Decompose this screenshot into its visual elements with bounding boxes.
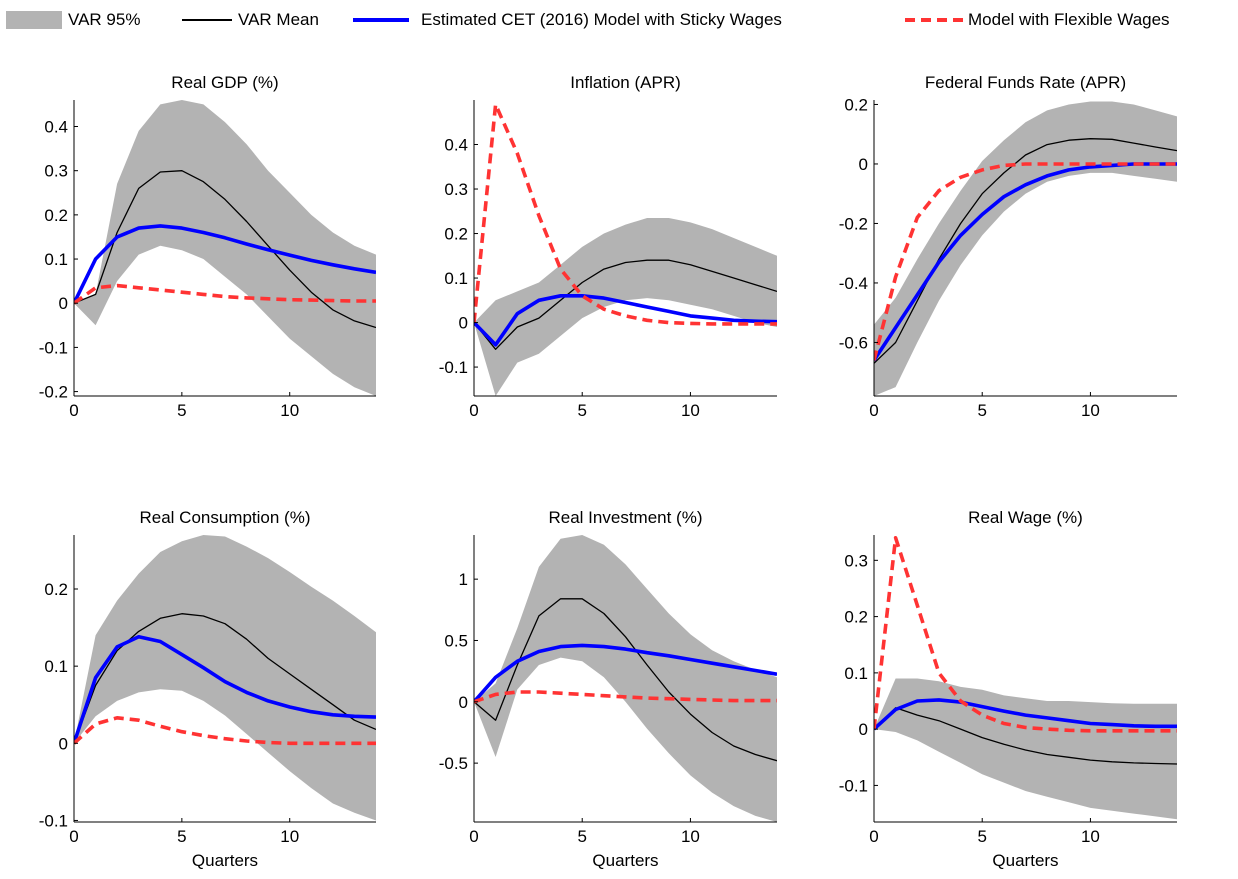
legend-item-flexible: Model with Flexible Wages (905, 9, 1170, 31)
y-tick-label: -0.1 (39, 338, 68, 357)
var95-band (874, 678, 1177, 820)
x-tick-label: 10 (1081, 827, 1100, 846)
y-tick-label: 0.1 (44, 657, 68, 676)
panel-4: 0 5 10 -0.5 0 0.5 1 Real Investment (%) Quarters (439, 508, 777, 870)
panel-0: 0 5 10 -0.2 -0.1 0 0.1 0.2 0.3 0.4 Real GDP (%) (39, 73, 376, 420)
flexible-line (874, 535, 1177, 733)
flexible-line (874, 162, 1177, 361)
y-tick-label: 0.4 (44, 118, 68, 137)
x-tick-label: 10 (280, 827, 299, 846)
panel-title: Real Consumption (%) (139, 508, 310, 527)
x-tick-label: 0 (469, 401, 478, 420)
x-tick-label: 5 (977, 401, 986, 420)
legend-label-sticky: Estimated CET (2016) Model with Sticky W… (421, 10, 782, 29)
x-tick-label: 0 (69, 827, 78, 846)
legend-label-var95: VAR 95% (68, 10, 141, 29)
y-tick-label: 1 (459, 570, 468, 589)
var-mean-line (874, 707, 1177, 765)
y-tick-label: 0.3 (844, 551, 868, 570)
panel-title: Federal Funds Rate (APR) (925, 73, 1126, 92)
panel-5: 0 5 10 -0.1 0 0.1 0.2 0.3 Real Wage (%) Quarters (839, 508, 1177, 870)
flexible-line (74, 283, 376, 305)
y-tick-label: -0.2 (39, 383, 68, 402)
y-tick-label: 0 (59, 734, 68, 753)
var-mean-line (474, 259, 777, 350)
flexible-line (74, 715, 376, 746)
y-tick-label: 0 (459, 693, 468, 712)
y-tick-label: -0.2 (839, 214, 868, 233)
sticky-line (474, 643, 777, 703)
y-tick-label: 0.3 (444, 180, 468, 199)
x-tick-label: 5 (577, 401, 586, 420)
panel-1: 0 5 10 -0.1 0 0.1 0.2 0.3 0.4 Inflation (APR) (439, 73, 777, 420)
var-mean-swatch (182, 19, 232, 21)
y-tick-label: 0 (59, 294, 68, 313)
x-axis-label: Quarters (192, 851, 258, 870)
y-tick-label: -0.5 (439, 754, 468, 773)
y-tick-label: -0.1 (839, 776, 868, 795)
y-tick-label: 0.2 (844, 95, 868, 114)
x-tick-label: 5 (177, 827, 186, 846)
var95-band (874, 101, 1177, 396)
legend-item-var-mean: VAR Mean (182, 9, 319, 31)
y-tick-label: 0.3 (44, 162, 68, 181)
var95-band (474, 535, 777, 822)
panel-title: Real Wage (%) (968, 508, 1083, 527)
legend-label-flexible: Model with Flexible Wages (968, 10, 1170, 29)
panel-title: Real Investment (%) (549, 508, 703, 527)
sticky-line (74, 634, 376, 744)
y-tick-label: 0.1 (44, 250, 68, 269)
x-tick-label: 10 (1081, 401, 1100, 420)
band-swatch (6, 11, 62, 29)
x-tick-label: 0 (69, 401, 78, 420)
sticky-line (74, 224, 376, 304)
flexible-line (474, 690, 777, 704)
y-tick-label: 0.1 (844, 664, 868, 683)
var95-band (474, 218, 777, 396)
y-tick-label: 0 (859, 720, 868, 739)
y-tick-label: 0.1 (444, 269, 468, 288)
var-mean-line (474, 598, 777, 762)
panel-title: Real GDP (%) (171, 73, 278, 92)
flexible-line (474, 102, 777, 326)
y-tick-label: 0.2 (844, 608, 868, 627)
x-tick-label: 5 (177, 401, 186, 420)
sticky-swatch (353, 18, 409, 22)
sticky-line (874, 698, 1177, 731)
var95-band (74, 535, 376, 821)
var95-band (74, 100, 376, 396)
y-tick-label: -0.1 (39, 811, 68, 830)
x-tick-label: 10 (681, 401, 700, 420)
x-tick-label: 10 (280, 401, 299, 420)
flexible-swatch (905, 18, 963, 22)
legend-item-sticky: Estimated CET (2016) Model with Sticky W… (353, 9, 782, 31)
y-tick-label: -0.4 (839, 274, 868, 293)
y-tick-label: 0.2 (44, 580, 68, 599)
x-tick-label: 5 (577, 827, 586, 846)
y-tick-label: 0 (859, 155, 868, 174)
y-tick-label: 0.2 (444, 225, 468, 244)
y-tick-label: 0.2 (44, 206, 68, 225)
x-axis-label: Quarters (592, 851, 658, 870)
x-tick-label: 0 (469, 827, 478, 846)
y-tick-label: -0.6 (839, 333, 868, 352)
x-tick-label: 0 (869, 827, 878, 846)
y-tick-label: 0.5 (444, 631, 468, 650)
panel-title: Inflation (APR) (570, 73, 681, 92)
x-tick-label: 5 (977, 827, 986, 846)
x-tick-label: 10 (681, 827, 700, 846)
x-tick-label: 0 (869, 401, 878, 420)
legend: VAR 95% VAR Mean Estimated CET (2016) Mo… (0, 0, 1238, 40)
sticky-line (474, 293, 777, 347)
panel-2: 0 5 10 -0.6 -0.4 -0.2 0 0.2 Federal Funds Rate (… (839, 73, 1177, 420)
legend-label-var-mean: VAR Mean (238, 10, 319, 29)
x-axis-label: Quarters (992, 851, 1058, 870)
y-tick-label: -0.1 (439, 358, 468, 377)
y-tick-label: 0 (459, 314, 468, 333)
y-tick-label: 0.4 (444, 136, 468, 155)
var-mean-line (74, 170, 376, 329)
legend-item-var95: VAR 95% (6, 9, 140, 31)
